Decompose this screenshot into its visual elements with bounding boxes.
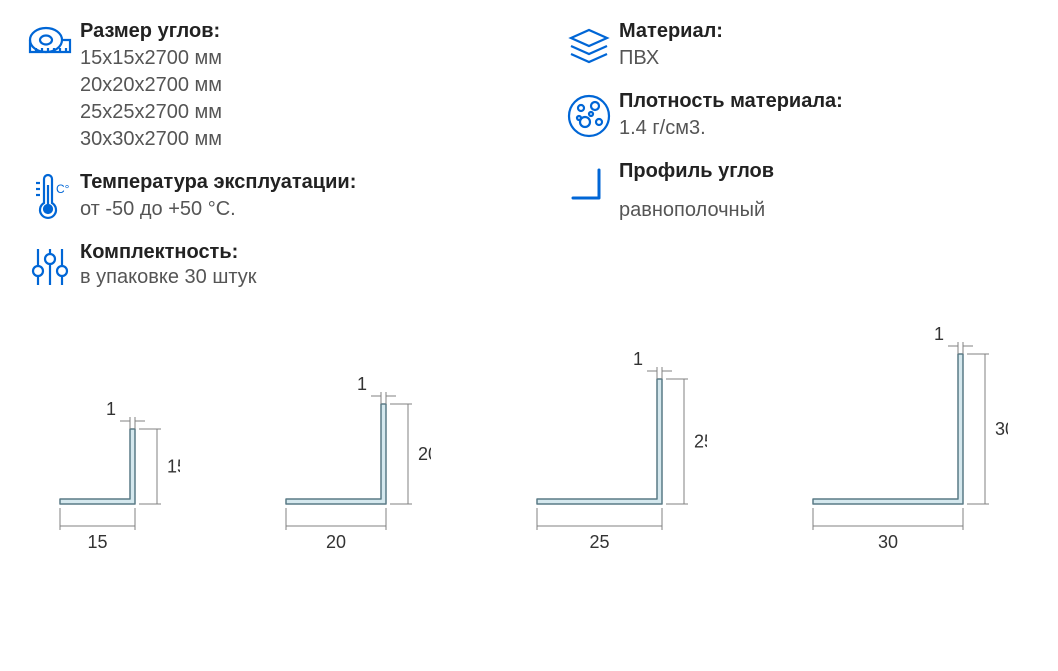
spec-temperature: C° Температура эксплуатации: от -50 до +… bbox=[20, 171, 499, 223]
spec-material-value: ПВХ bbox=[619, 45, 1038, 72]
spec-material-title: Материал: bbox=[619, 20, 1038, 43]
spec-temperature-value: от -50 до +50 °С. bbox=[80, 196, 499, 223]
svg-text:20: 20 bbox=[326, 532, 346, 549]
svg-text:1: 1 bbox=[934, 324, 944, 344]
spec-sizes-title: Размер углов: bbox=[80, 20, 499, 43]
spec-sizes: Размер углов: 15x15x2700 мм20x20x2700 мм… bbox=[20, 20, 499, 153]
angle-icon bbox=[559, 160, 619, 210]
specs-grid: Размер углов: 15x15x2700 мм20x20x2700 мм… bbox=[20, 20, 1038, 309]
tape-icon bbox=[20, 20, 80, 70]
svg-text:1: 1 bbox=[633, 349, 643, 369]
spec-completeness-value: в упаковке 30 штук bbox=[80, 264, 499, 291]
size-value: 20x20x2700 мм bbox=[80, 72, 499, 99]
bubbles-icon bbox=[559, 90, 619, 140]
layers-icon bbox=[559, 20, 619, 70]
svg-text:15: 15 bbox=[167, 457, 180, 477]
spec-temperature-text: Температура эксплуатации: от -50 до +50 … bbox=[80, 171, 499, 223]
spec-density-title: Плотность материала: bbox=[619, 90, 1038, 113]
spec-completeness: Комплектность: в упаковке 30 штук bbox=[20, 241, 499, 291]
svg-text:25: 25 bbox=[589, 532, 609, 549]
svg-text:1: 1 bbox=[106, 399, 116, 419]
svg-text:30: 30 bbox=[878, 532, 898, 549]
spec-material-text: Материал: ПВХ bbox=[619, 20, 1038, 72]
spec-profile: Профиль углов равнополочный bbox=[559, 160, 1038, 224]
spec-sizes-values: 15x15x2700 мм20x20x2700 мм25x25x2700 мм3… bbox=[80, 45, 499, 153]
size-value: 25x25x2700 мм bbox=[80, 99, 499, 126]
sliders-icon bbox=[20, 241, 80, 291]
spec-completeness-text: Комплектность: в упаковке 30 штук bbox=[80, 241, 499, 291]
right-column: Материал: ПВХ Плотность материала: 1.4 г… bbox=[559, 20, 1038, 309]
svg-text:20: 20 bbox=[418, 444, 431, 464]
svg-text:25: 25 bbox=[694, 432, 707, 452]
spec-completeness-title: Комплектность: bbox=[80, 241, 238, 263]
spec-density-value: 1.4 г/см3. bbox=[619, 115, 1038, 142]
profile-diagrams: 1 15 15 1 20 20 1 25 25 1 30 30 bbox=[20, 319, 1038, 554]
spec-temperature-title: Температура эксплуатации: bbox=[80, 171, 499, 194]
svg-text:15: 15 bbox=[87, 532, 107, 549]
profile-diagram: 1 20 20 bbox=[276, 369, 431, 554]
size-value: 15x15x2700 мм bbox=[80, 45, 499, 72]
left-column: Размер углов: 15x15x2700 мм20x20x2700 мм… bbox=[20, 20, 499, 309]
spec-density-text: Плотность материала: 1.4 г/см3. bbox=[619, 90, 1038, 142]
profile-diagram: 1 30 30 bbox=[803, 319, 1008, 554]
svg-text:1: 1 bbox=[357, 374, 367, 394]
spec-profile-value: равнополочный bbox=[619, 197, 1038, 224]
profile-diagram: 1 25 25 bbox=[527, 344, 707, 554]
spec-profile-title: Профиль углов bbox=[619, 160, 1038, 183]
spec-profile-text: Профиль углов равнополочный bbox=[619, 160, 1038, 224]
spec-sizes-text: Размер углов: 15x15x2700 мм20x20x2700 мм… bbox=[80, 20, 499, 153]
size-value: 30x30x2700 мм bbox=[80, 126, 499, 153]
svg-text:30: 30 bbox=[995, 419, 1008, 439]
spec-density: Плотность материала: 1.4 г/см3. bbox=[559, 90, 1038, 142]
spec-material: Материал: ПВХ bbox=[559, 20, 1038, 72]
svg-text:C°: C° bbox=[56, 182, 70, 196]
thermometer-icon: C° bbox=[20, 171, 80, 221]
profile-diagram: 1 15 15 bbox=[50, 394, 180, 554]
